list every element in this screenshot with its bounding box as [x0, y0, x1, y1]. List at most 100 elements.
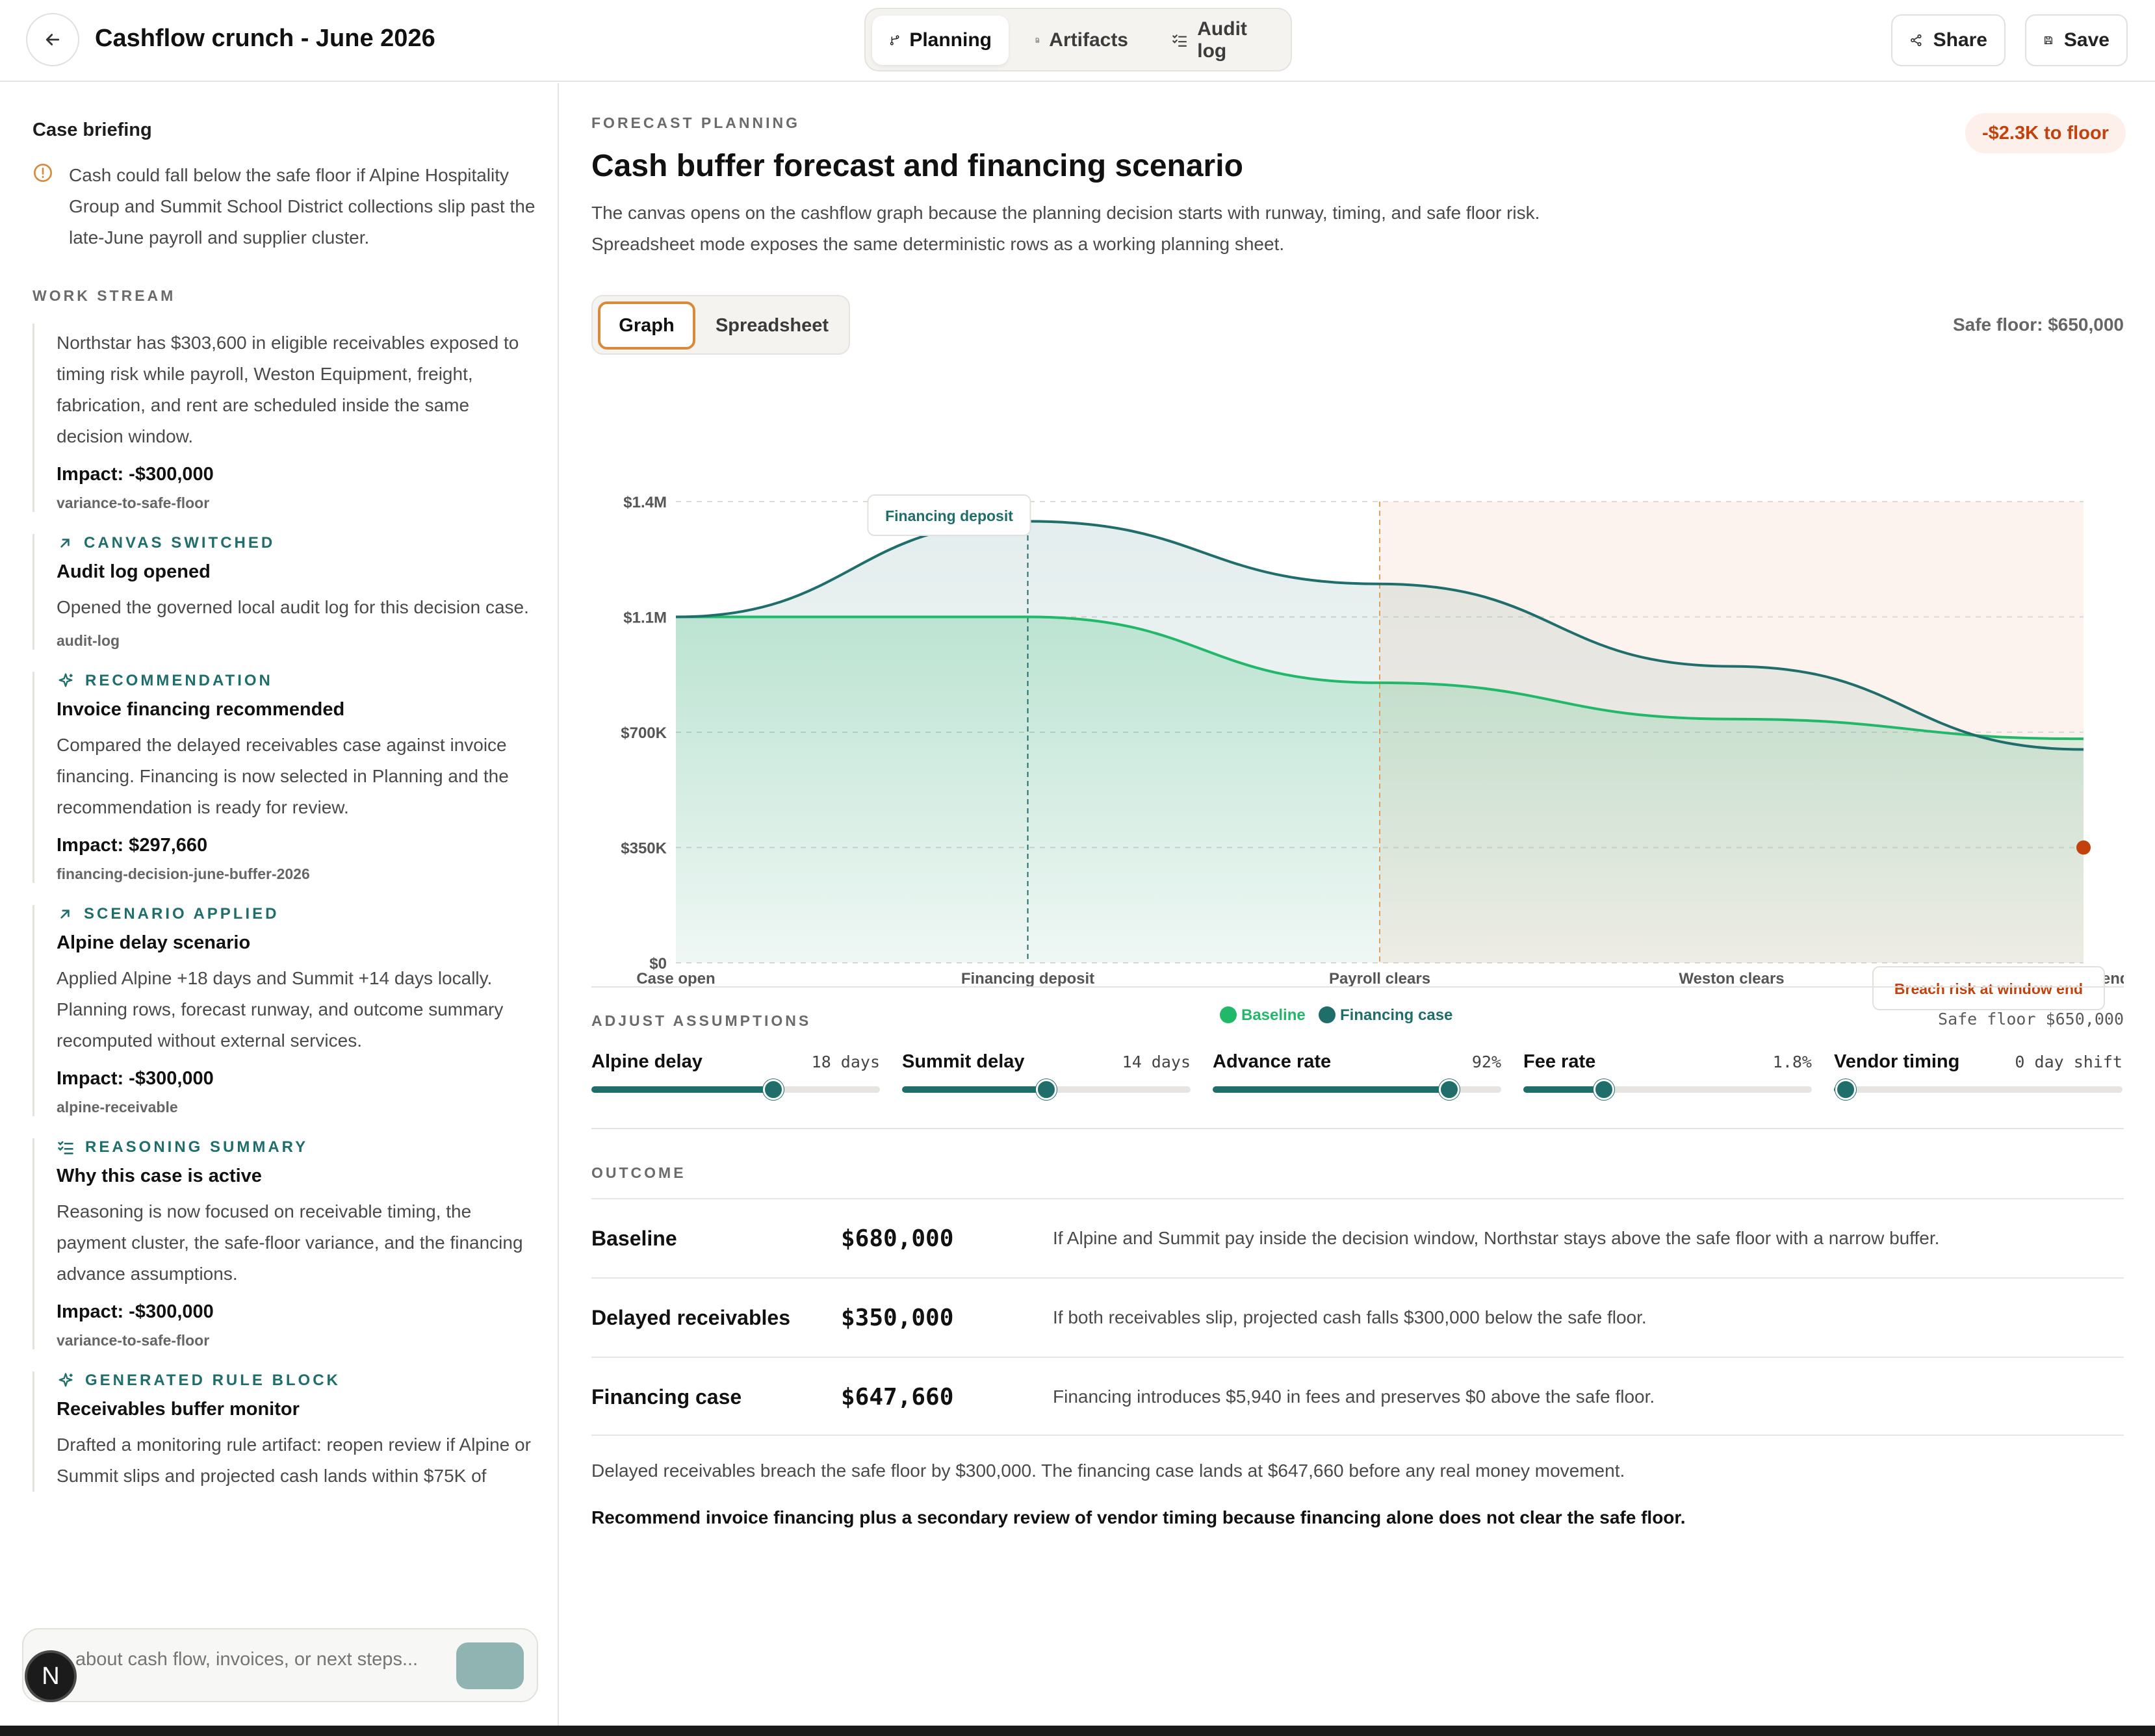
entry-body: Drafted a monitoring rule artifact: reop…: [57, 1435, 531, 1486]
entry-kind: REASONING SUMMARY: [57, 1138, 533, 1156]
entry-ref: financing-decision-june-buffer-2026: [57, 865, 310, 882]
view-mode-switch: Graph Spreadsheet: [591, 295, 850, 355]
outcome-value: $647,660: [841, 1384, 954, 1410]
slider-track[interactable]: [1213, 1079, 1501, 1100]
slider-thumb[interactable]: [1835, 1079, 1856, 1100]
briefing-text: Cash could fall below the safe floor if …: [69, 165, 536, 248]
entry-kind: RECOMMENDATION: [57, 672, 533, 690]
avatar[interactable]: N: [25, 1650, 77, 1702]
slider-value: 1.8%: [1772, 1053, 1812, 1071]
assumption-slider[interactable]: Alpine delay 18 days: [591, 1051, 880, 1100]
outcome-summary: Delayed receivables breach the safe floo…: [591, 1461, 1625, 1481]
tab-planning-label: Planning: [909, 29, 992, 51]
slider-fill: [1523, 1086, 1605, 1093]
slider-thumb[interactable]: [762, 1079, 784, 1100]
tab-audit-log[interactable]: Audit log: [1154, 16, 1288, 65]
slider-value: 14 days: [1122, 1053, 1191, 1071]
entry-impact: Impact: -$300,000: [57, 1068, 214, 1089]
slider-thumb[interactable]: [1036, 1079, 1057, 1100]
assumption-slider[interactable]: Fee rate 1.8%: [1523, 1051, 1812, 1100]
tab-artifacts-label: Artifacts: [1049, 29, 1128, 51]
outcome-description: Financing introduces $5,940 in fees and …: [1053, 1386, 1655, 1407]
entry-title: Audit log opened: [57, 561, 211, 582]
outcome-name: Delayed receivables: [591, 1306, 790, 1329]
slider-value: 0 day shift: [2015, 1053, 2123, 1071]
forecast-chart: $0 $350K $700K $1.1M $1.4M Case open Financing…: [591, 398, 2124, 1034]
recommendation-text: Recommend invoice financing plus a secon…: [591, 1507, 1686, 1527]
entry-ref: variance-to-safe-floor: [57, 1332, 210, 1349]
breach-callout-label: Breach risk at window end: [1894, 980, 2083, 997]
outcome-value: $350,000: [841, 1305, 954, 1331]
baseline-line: [675, 615, 2084, 741]
chat-composer: [22, 1628, 538, 1702]
entry-kind-label: SCENARIO APPLIED: [84, 905, 279, 923]
slider-label: Vendor timing: [1834, 1051, 1960, 1072]
x-tick-label: Financing deposit: [961, 970, 1094, 988]
financing-deposit-callout-label: Financing deposit: [885, 507, 1013, 524]
case-title: Cashflow crunch - June 2026: [95, 25, 435, 52]
briefing-title: Case briefing: [32, 120, 152, 140]
entry-kind-label: GENERATED RULE BLOCK: [85, 1372, 341, 1389]
top-bar: Cashflow crunch - June 2026 Planning Art…: [0, 0, 2155, 82]
document-icon: [1035, 38, 1039, 43]
entry-impact: Impact: -$300,000: [57, 1301, 214, 1322]
slider-track[interactable]: [591, 1079, 880, 1100]
entry-ref: audit-log: [57, 632, 120, 649]
financing-line: [675, 520, 2084, 751]
work-stream-entry: Northstar has $303,600 in eligible recei…: [32, 324, 533, 512]
y-tick-label: $350K: [621, 840, 667, 858]
slider-label: Fee rate: [1523, 1051, 1596, 1072]
table-row: Baseline $680,000 If Alpine and Summit p…: [591, 1198, 2124, 1277]
entry-kind-label: REASONING SUMMARY: [85, 1138, 309, 1156]
work-stream-entry[interactable]: GENERATED RULE BLOCK Receivables buffer …: [32, 1372, 533, 1492]
slider-value: 18 days: [811, 1053, 880, 1071]
x-tick-label: Weston clears: [1679, 970, 1784, 988]
work-stream-entry[interactable]: CANVAS SWITCHED Audit log opened Opened …: [32, 534, 533, 650]
work-stream: Northstar has $303,600 in eligible recei…: [32, 324, 533, 1514]
save-button[interactable]: Save: [2025, 14, 2128, 66]
status-badge: -$2.3K to floor: [1965, 113, 2126, 153]
legend-baseline-swatch: [1220, 1006, 1237, 1023]
share-button[interactable]: Share: [1891, 14, 2006, 66]
entry-body: Compared the delayed receivables case ag…: [57, 735, 509, 817]
assumption-slider[interactable]: Advance rate 92%: [1213, 1051, 1501, 1100]
assumptions-safe-floor: Safe floor $650,000: [1938, 1010, 2124, 1028]
mode-spreadsheet[interactable]: Spreadsheet: [715, 314, 829, 336]
back-button[interactable]: [26, 13, 79, 66]
slider-thumb[interactable]: [1594, 1079, 1615, 1100]
tab-planning[interactable]: Planning: [872, 16, 1009, 65]
eyebrow: FORECAST PLANNING: [591, 114, 800, 131]
outcome-table: Baseline $680,000 If Alpine and Summit p…: [591, 1198, 2124, 1436]
tab-artifacts[interactable]: Artifacts: [1018, 16, 1145, 65]
outcome-name: Baseline: [591, 1227, 677, 1250]
entry-title: Invoice financing recommended: [57, 699, 345, 720]
send-button[interactable]: [456, 1642, 524, 1689]
slider-value: 92%: [1471, 1053, 1501, 1071]
entry-body: Opened the governed local audit log for …: [57, 597, 529, 617]
canvas-tabs: Planning Artifacts Audit log: [864, 8, 1292, 71]
entry-kind-label: CANVAS SWITCHED: [84, 534, 276, 552]
work-stream-entry[interactable]: RECOMMENDATION Invoice financing recomme…: [32, 672, 533, 883]
table-row: Financing case $647,660 Financing introd…: [591, 1357, 2124, 1436]
slider-track[interactable]: [1834, 1079, 2123, 1100]
y-tick-label: $1.1M: [623, 609, 667, 627]
mode-graph[interactable]: Graph: [598, 301, 695, 350]
work-stream-entry[interactable]: REASONING SUMMARY Why this case is activ…: [32, 1138, 533, 1349]
y-tick-label: $700K: [621, 724, 667, 742]
slider-label: Summit delay: [902, 1051, 1025, 1072]
assumption-slider[interactable]: Summit delay 14 days: [902, 1051, 1191, 1100]
assumption-slider[interactable]: Vendor timing 0 day shift: [1834, 1051, 2123, 1100]
slider-track[interactable]: [1523, 1079, 1812, 1100]
page-title: Cash buffer forecast and financing scena…: [591, 149, 1243, 183]
work-stream-entry[interactable]: SCENARIO APPLIED Alpine delay scenario A…: [32, 905, 533, 1116]
slider-thumb[interactable]: [1439, 1079, 1460, 1100]
entry-ref: alpine-receivable: [57, 1099, 178, 1116]
slider-label: Advance rate: [1213, 1051, 1332, 1072]
divider: [591, 1128, 2124, 1129]
alert-circle-icon: [34, 164, 52, 182]
slider-track[interactable]: [902, 1079, 1191, 1100]
share-label: Share: [1933, 29, 1987, 51]
entry-kind-label: RECOMMENDATION: [85, 672, 273, 689]
checklist-icon: [58, 1141, 73, 1155]
chat-input[interactable]: [75, 1649, 452, 1670]
